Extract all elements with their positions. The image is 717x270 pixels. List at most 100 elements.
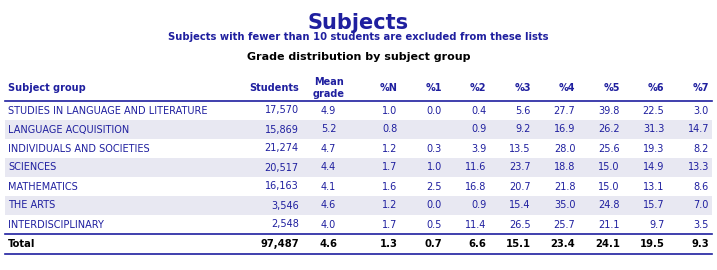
Text: 20,517: 20,517: [265, 163, 299, 173]
Text: SCIENCES: SCIENCES: [8, 163, 56, 173]
Text: 15.7: 15.7: [643, 201, 665, 211]
Text: 4.7: 4.7: [321, 143, 336, 154]
Text: 5.6: 5.6: [516, 106, 531, 116]
Text: 13.5: 13.5: [509, 143, 531, 154]
Text: Grade distribution by subject group: Grade distribution by subject group: [247, 52, 470, 62]
Text: 1.0: 1.0: [427, 163, 442, 173]
Bar: [5, 75, 712, 101]
Text: 25.6: 25.6: [598, 143, 620, 154]
Text: 1.2: 1.2: [382, 201, 397, 211]
Text: 9.2: 9.2: [516, 124, 531, 134]
Text: 35.0: 35.0: [554, 201, 576, 211]
Text: %4: %4: [559, 83, 576, 93]
Text: Mean
grade: Mean grade: [313, 77, 345, 99]
Text: 1.6: 1.6: [382, 181, 397, 191]
Text: 8.6: 8.6: [694, 181, 709, 191]
Text: INTERDISCIPLINARY: INTERDISCIPLINARY: [8, 220, 104, 230]
Text: 16.8: 16.8: [465, 181, 486, 191]
Text: 16,163: 16,163: [265, 181, 299, 191]
Text: 17,570: 17,570: [265, 106, 299, 116]
Text: 3.0: 3.0: [694, 106, 709, 116]
Text: 4.9: 4.9: [321, 106, 336, 116]
Text: 2.5: 2.5: [427, 181, 442, 191]
Bar: [5, 196, 712, 215]
Text: LANGUAGE ACQUISITION: LANGUAGE ACQUISITION: [8, 124, 129, 134]
Text: 1.7: 1.7: [382, 220, 397, 230]
Text: 1.7: 1.7: [382, 163, 397, 173]
Text: 19.3: 19.3: [643, 143, 665, 154]
Text: 9.3: 9.3: [691, 239, 709, 249]
Text: 8.2: 8.2: [693, 143, 709, 154]
Text: 3,546: 3,546: [271, 201, 299, 211]
Text: 0.5: 0.5: [427, 220, 442, 230]
Text: %2: %2: [470, 83, 486, 93]
Text: 15.4: 15.4: [509, 201, 531, 211]
Text: %1: %1: [425, 83, 442, 93]
Text: 19.5: 19.5: [640, 239, 665, 249]
Text: 11.6: 11.6: [465, 163, 486, 173]
Text: 6.6: 6.6: [468, 239, 486, 249]
Text: MATHEMATICS: MATHEMATICS: [8, 181, 77, 191]
Text: 15.1: 15.1: [505, 239, 531, 249]
Text: 4.6: 4.6: [321, 201, 336, 211]
Text: Subjects: Subjects: [308, 13, 409, 33]
Text: 0.4: 0.4: [471, 106, 486, 116]
Text: 1.3: 1.3: [379, 239, 397, 249]
Bar: [5, 177, 712, 196]
Text: 4.0: 4.0: [321, 220, 336, 230]
Bar: [5, 139, 712, 158]
Text: 0.0: 0.0: [427, 106, 442, 116]
Text: 18.8: 18.8: [554, 163, 576, 173]
Text: Students: Students: [249, 83, 299, 93]
Text: 16.9: 16.9: [554, 124, 576, 134]
Text: 13.1: 13.1: [643, 181, 665, 191]
Text: Subjects with fewer than 10 students are excluded from these lists: Subjects with fewer than 10 students are…: [168, 32, 549, 42]
Text: 25.7: 25.7: [554, 220, 576, 230]
Text: %5: %5: [604, 83, 620, 93]
Bar: [5, 158, 712, 177]
Text: 0.9: 0.9: [471, 201, 486, 211]
Text: 4.4: 4.4: [321, 163, 336, 173]
Text: 23.7: 23.7: [509, 163, 531, 173]
Text: 1.0: 1.0: [382, 106, 397, 116]
Text: 23.4: 23.4: [551, 239, 576, 249]
Text: 26.2: 26.2: [598, 124, 620, 134]
Text: STUDIES IN LANGUAGE AND LITERATURE: STUDIES IN LANGUAGE AND LITERATURE: [8, 106, 207, 116]
Text: 0.7: 0.7: [424, 239, 442, 249]
Text: 4.1: 4.1: [321, 181, 336, 191]
Text: Subject group: Subject group: [8, 83, 86, 93]
Bar: [5, 234, 712, 254]
Text: %6: %6: [648, 83, 665, 93]
Text: 26.5: 26.5: [509, 220, 531, 230]
Text: 97,487: 97,487: [260, 239, 299, 249]
Text: 1.2: 1.2: [382, 143, 397, 154]
Text: 14.9: 14.9: [643, 163, 665, 173]
Text: 5.2: 5.2: [321, 124, 336, 134]
Text: 22.5: 22.5: [642, 106, 665, 116]
Text: 2,548: 2,548: [271, 220, 299, 230]
Text: 7.0: 7.0: [693, 201, 709, 211]
Text: Total: Total: [8, 239, 35, 249]
Text: 0.3: 0.3: [427, 143, 442, 154]
Text: 0.9: 0.9: [471, 124, 486, 134]
Text: 21,274: 21,274: [265, 143, 299, 154]
Text: 31.3: 31.3: [643, 124, 665, 134]
Text: %N: %N: [379, 83, 397, 93]
Text: 39.8: 39.8: [599, 106, 620, 116]
Bar: [5, 120, 712, 139]
Text: 24.8: 24.8: [599, 201, 620, 211]
Text: 3.9: 3.9: [471, 143, 486, 154]
Text: 15.0: 15.0: [599, 181, 620, 191]
Text: 21.8: 21.8: [554, 181, 576, 191]
Text: 4.6: 4.6: [320, 239, 338, 249]
Text: %3: %3: [514, 83, 531, 93]
Bar: [5, 101, 712, 120]
Text: 24.1: 24.1: [595, 239, 620, 249]
Text: %7: %7: [693, 83, 709, 93]
Text: 15,869: 15,869: [265, 124, 299, 134]
Text: 11.4: 11.4: [465, 220, 486, 230]
Text: 21.1: 21.1: [599, 220, 620, 230]
Text: 27.7: 27.7: [554, 106, 576, 116]
Text: 14.7: 14.7: [688, 124, 709, 134]
Text: 20.7: 20.7: [509, 181, 531, 191]
